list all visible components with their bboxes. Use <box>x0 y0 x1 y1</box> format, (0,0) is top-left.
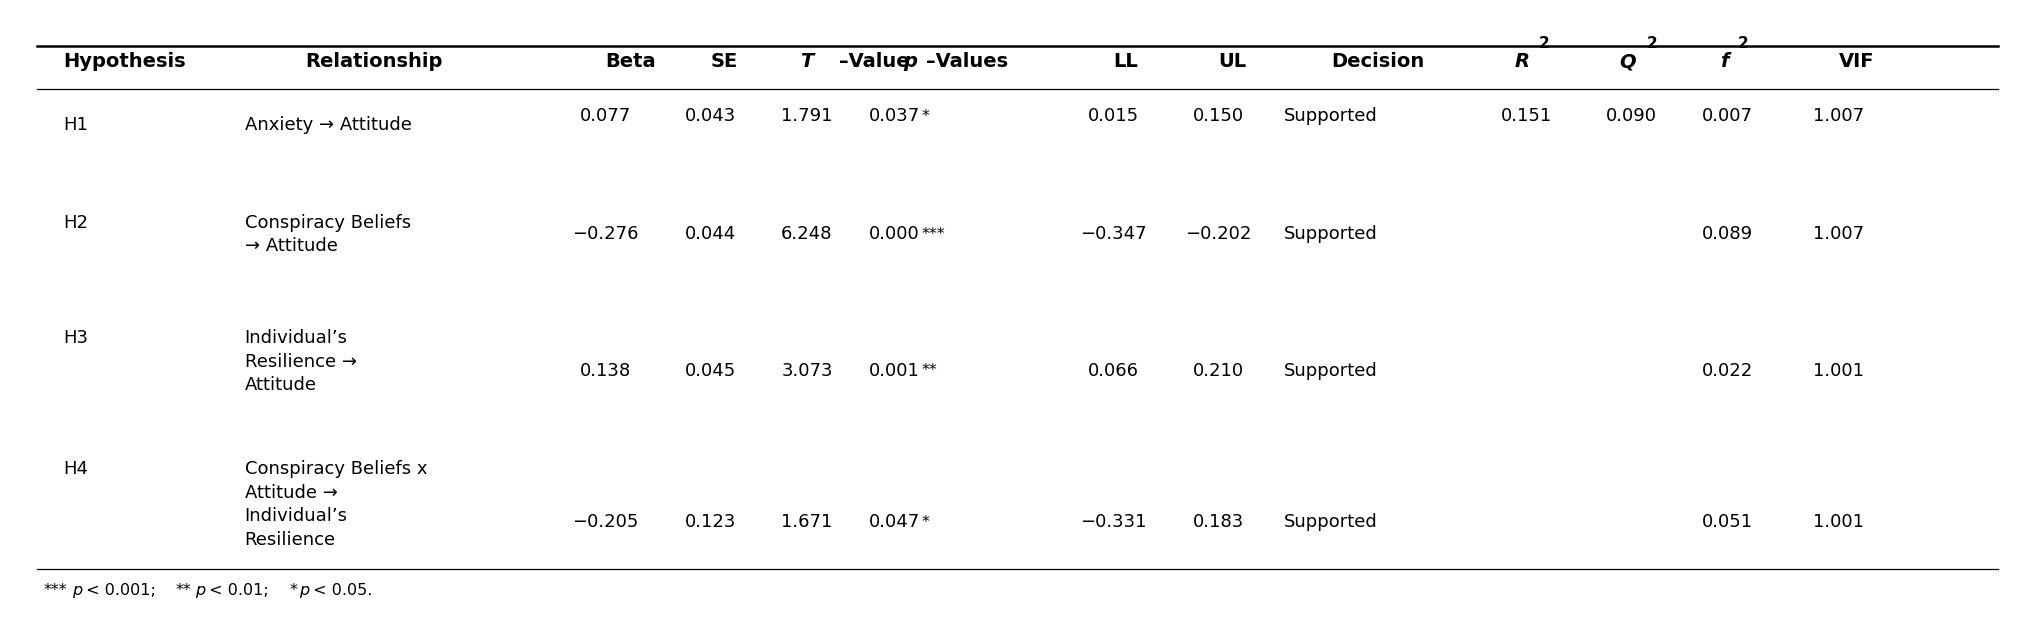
Text: p: p <box>298 583 308 598</box>
Text: Beta: Beta <box>605 52 655 71</box>
Text: Hypothesis: Hypothesis <box>63 52 187 71</box>
Text: 1.791: 1.791 <box>781 108 832 126</box>
Text: Individual’s
Resilience →
Attitude: Individual’s Resilience → Attitude <box>246 329 357 394</box>
Text: −0.276: −0.276 <box>572 225 639 243</box>
Text: Supported: Supported <box>1284 108 1378 126</box>
Text: 2: 2 <box>1648 36 1658 51</box>
Text: 0.015: 0.015 <box>1088 108 1138 126</box>
Text: SE: SE <box>710 52 737 71</box>
Text: **: ** <box>921 363 937 378</box>
Text: UL: UL <box>1217 52 1246 71</box>
Text: 0.000: 0.000 <box>868 225 919 243</box>
Text: *: * <box>921 109 929 124</box>
Text: 0.045: 0.045 <box>684 361 737 379</box>
Text: 0.210: 0.210 <box>1193 361 1244 379</box>
Text: < 0.05.: < 0.05. <box>308 583 373 598</box>
Text: 2: 2 <box>1538 36 1550 51</box>
Text: *: * <box>921 514 929 529</box>
Text: 0.090: 0.090 <box>1605 108 1656 126</box>
Text: 1.001: 1.001 <box>1814 361 1865 379</box>
Text: 0.183: 0.183 <box>1193 513 1244 531</box>
Text: p: p <box>195 583 205 598</box>
Text: 2: 2 <box>1739 36 1749 51</box>
Text: 0.037: 0.037 <box>868 108 919 126</box>
Text: LL: LL <box>1114 52 1138 71</box>
Text: Q: Q <box>1619 52 1635 71</box>
Text: –Value: –Value <box>840 52 909 71</box>
Text: 1.671: 1.671 <box>781 513 832 531</box>
Text: 1.007: 1.007 <box>1814 108 1865 126</box>
Text: 0.123: 0.123 <box>684 513 737 531</box>
Text: 0.077: 0.077 <box>580 108 631 126</box>
Text: < 0.01;: < 0.01; <box>205 583 274 598</box>
Text: 6.248: 6.248 <box>781 225 832 243</box>
Text: Supported: Supported <box>1284 361 1378 379</box>
Text: 0.066: 0.066 <box>1088 361 1138 379</box>
Text: Supported: Supported <box>1284 225 1378 243</box>
Text: −0.331: −0.331 <box>1079 513 1146 531</box>
Text: Supported: Supported <box>1284 513 1378 531</box>
Text: p: p <box>903 52 917 71</box>
Text: ***: *** <box>43 583 67 598</box>
Text: 0.043: 0.043 <box>684 108 737 126</box>
Text: 0.138: 0.138 <box>580 361 631 379</box>
Text: Relationship: Relationship <box>304 52 442 71</box>
Text: Conspiracy Beliefs x
Attitude →
Individual’s
Resilience: Conspiracy Beliefs x Attitude → Individu… <box>246 460 428 549</box>
Text: **: ** <box>177 583 191 598</box>
Text: 0.001: 0.001 <box>868 361 919 379</box>
Text: f: f <box>1721 52 1729 71</box>
Text: 0.044: 0.044 <box>684 225 737 243</box>
Text: p: p <box>71 583 81 598</box>
Text: 0.022: 0.022 <box>1702 361 1753 379</box>
Text: 0.089: 0.089 <box>1702 225 1753 243</box>
Text: 0.047: 0.047 <box>868 513 919 531</box>
Text: R: R <box>1514 52 1530 71</box>
Text: Decision: Decision <box>1331 52 1424 71</box>
Text: < 0.001;: < 0.001; <box>81 583 160 598</box>
Text: 1.001: 1.001 <box>1814 513 1865 531</box>
Text: T: T <box>799 52 814 71</box>
Text: 0.007: 0.007 <box>1702 108 1753 126</box>
Text: H1: H1 <box>63 116 87 134</box>
Text: VIF: VIF <box>1838 52 1875 71</box>
Text: ***: *** <box>921 227 946 242</box>
Text: *: * <box>290 583 298 598</box>
Text: Anxiety → Attitude: Anxiety → Attitude <box>246 116 412 134</box>
Text: 3.073: 3.073 <box>781 361 832 379</box>
Text: 0.150: 0.150 <box>1193 108 1244 126</box>
Text: H2: H2 <box>63 214 89 232</box>
Text: −0.347: −0.347 <box>1079 225 1146 243</box>
Text: H3: H3 <box>63 329 89 347</box>
Text: −0.205: −0.205 <box>572 513 639 531</box>
Text: 0.051: 0.051 <box>1702 513 1753 531</box>
Text: 0.151: 0.151 <box>1501 108 1552 126</box>
Text: −0.202: −0.202 <box>1185 225 1252 243</box>
Text: Conspiracy Beliefs
→ Attitude: Conspiracy Beliefs → Attitude <box>246 214 410 255</box>
Text: H4: H4 <box>63 460 89 478</box>
Text: –Values: –Values <box>925 52 1008 71</box>
Text: 1.007: 1.007 <box>1814 225 1865 243</box>
